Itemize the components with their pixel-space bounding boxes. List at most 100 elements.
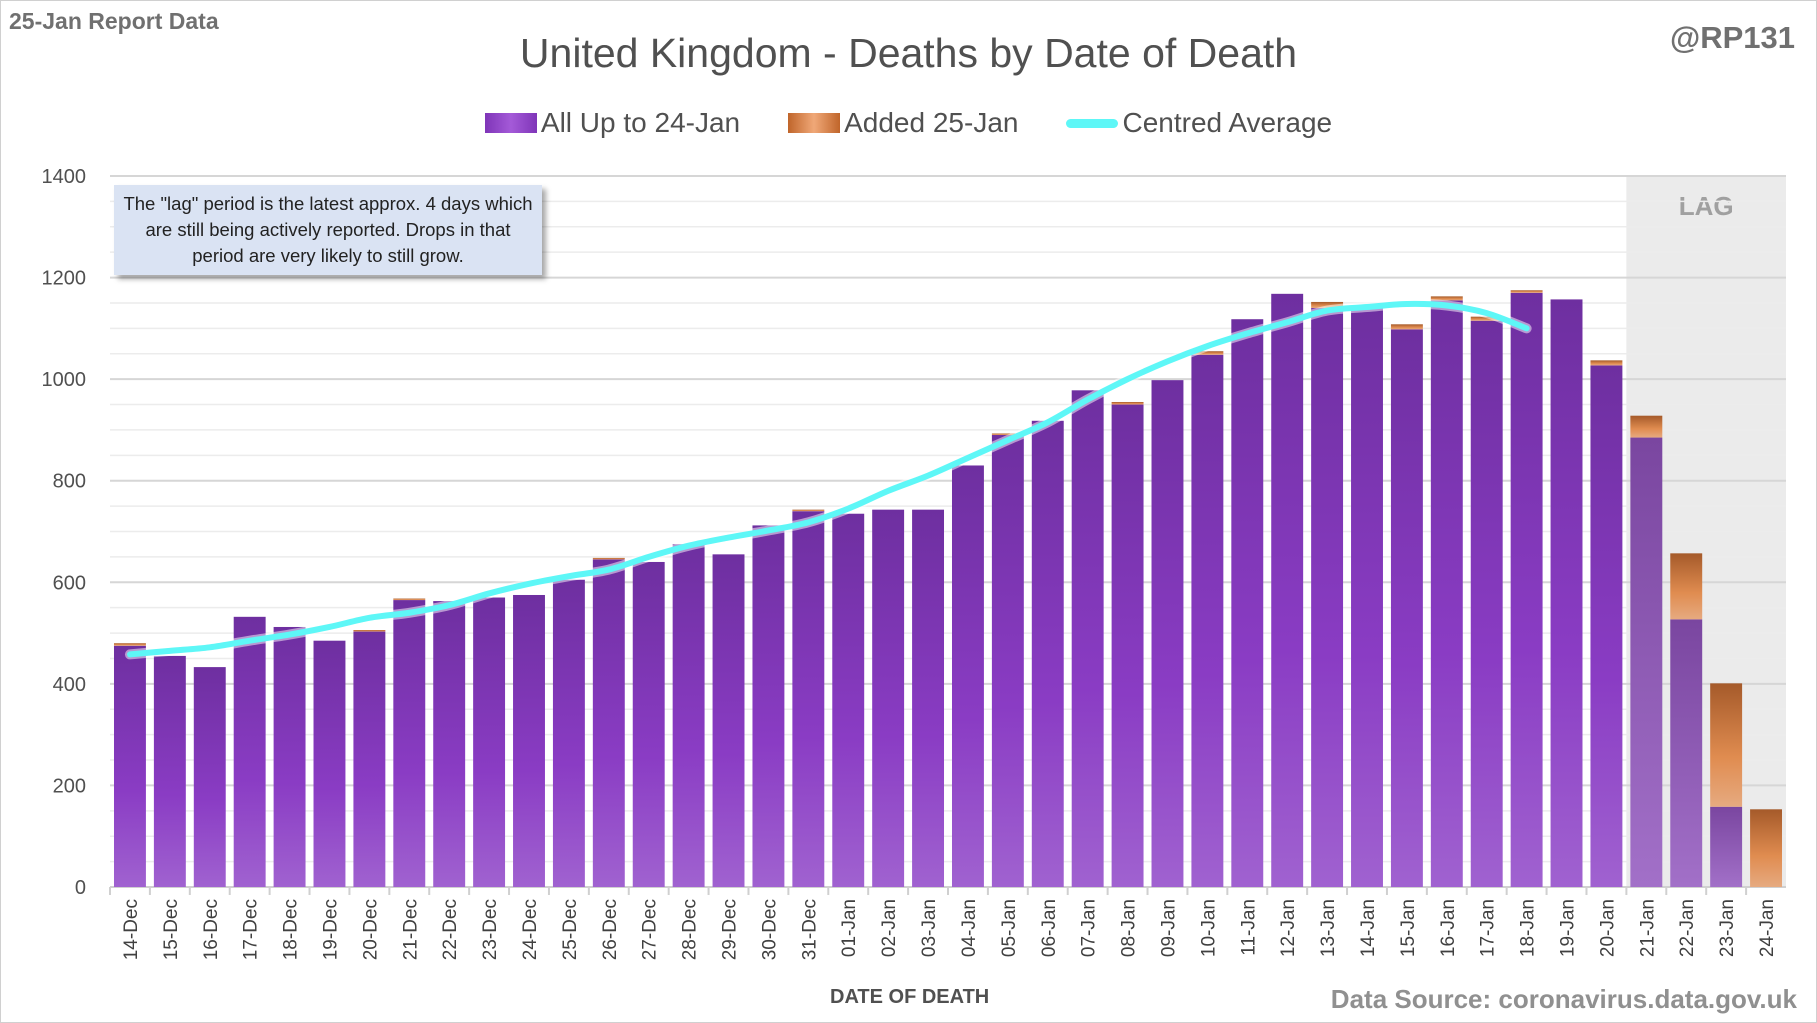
x-tick-label: 25-Dec xyxy=(560,899,581,960)
chart-title: United Kingdom - Deaths by Date of Death xyxy=(519,30,1298,76)
x-tick-label: 08-Jan xyxy=(1119,899,1140,957)
x-tick-label: 30-Dec xyxy=(759,899,780,960)
bar-all-up-to-24-jan xyxy=(1470,320,1503,888)
bar-all-up-to-24-jan xyxy=(393,600,426,887)
x-axis-title: DATE OF DEATH xyxy=(830,986,990,1008)
bar-added-25-jan xyxy=(1710,683,1743,807)
bar-added-25-jan xyxy=(1111,401,1144,405)
y-tick-label: 800 xyxy=(53,471,86,493)
x-tick-label: 20-Dec xyxy=(360,899,381,960)
bar-all-up-to-24-jan xyxy=(752,525,785,887)
bar-all-up-to-24-jan xyxy=(1111,404,1144,887)
bar-all-up-to-24-jan xyxy=(193,667,226,887)
bar-all-up-to-24-jan xyxy=(1351,306,1383,887)
x-tick-label: 22-Jan xyxy=(1677,899,1698,957)
x-tick-label: 15-Dec xyxy=(161,899,182,960)
bar-added-25-jan xyxy=(1191,351,1224,355)
x-tick-label: 18-Dec xyxy=(281,899,302,960)
bar-all-up-to-24-jan xyxy=(991,435,1024,887)
bar-all-up-to-24-jan xyxy=(1311,308,1344,887)
x-tick-label: 12-Jan xyxy=(1278,899,1299,957)
bar-all-up-to-24-jan xyxy=(1670,619,1703,887)
bar-all-up-to-24-jan xyxy=(433,601,466,887)
bar-all-up-to-24-jan xyxy=(592,559,625,887)
bar-added-25-jan xyxy=(1311,301,1344,309)
y-tick-label: 1000 xyxy=(42,369,87,391)
bar-all-up-to-24-jan xyxy=(1271,293,1304,887)
legend: All Up to 24-Jan Added 25-Jan Centred Av… xyxy=(0,107,1817,139)
legend-item-all: All Up to 24-Jan xyxy=(484,107,741,139)
bar-added-25-jan xyxy=(1390,324,1423,330)
bar-all-up-to-24-jan xyxy=(1550,299,1583,887)
x-tick-label: 04-Jan xyxy=(959,899,980,957)
y-tick-label: 400 xyxy=(53,674,86,696)
bar-all-up-to-24-jan xyxy=(1630,437,1663,887)
bar-all-up-to-24-jan xyxy=(872,509,905,887)
x-tick-label: 05-Jan xyxy=(999,899,1020,957)
x-tick-label: 22-Dec xyxy=(440,899,461,960)
bar-added-25-jan xyxy=(1430,296,1463,301)
legend-label: Added 25-Jan xyxy=(844,107,1019,138)
x-tick-label: 21-Dec xyxy=(400,899,421,960)
bar-all-up-to-24-jan xyxy=(473,597,506,887)
bar-all-up-to-24-jan xyxy=(1151,380,1184,887)
x-tick-label: 13-Jan xyxy=(1318,899,1339,957)
x-tick-label: 17-Dec xyxy=(241,899,262,960)
bar-all-up-to-24-jan xyxy=(1590,365,1623,887)
bar-all-up-to-24-jan xyxy=(353,631,386,887)
bar-all-up-to-24-jan xyxy=(832,513,865,887)
bar-all-up-to-24-jan xyxy=(153,655,186,887)
bar-all-up-to-24-jan xyxy=(1231,319,1264,888)
x-tick-label: 27-Dec xyxy=(640,899,661,960)
x-tick-label: 14-Jan xyxy=(1358,899,1379,957)
x-tick-label: 16-Dec xyxy=(201,899,222,960)
legend-swatch xyxy=(788,113,841,133)
y-tick-label: 0 xyxy=(75,877,86,899)
bar-all-up-to-24-jan xyxy=(672,544,705,887)
bar-all-up-to-24-jan xyxy=(792,511,825,887)
bar-added-25-jan xyxy=(353,630,386,632)
bar-added-25-jan xyxy=(113,643,146,646)
lag-label: LAG xyxy=(1679,191,1734,221)
bar-all-up-to-24-jan xyxy=(912,509,945,887)
bar-added-25-jan xyxy=(1630,415,1663,438)
bar-all-up-to-24-jan xyxy=(1191,354,1224,887)
legend-item-average: Centred Average xyxy=(1066,107,1332,139)
lag-note: The "lag" period is the latest approx. 4… xyxy=(114,185,542,275)
x-tick-label: 07-Jan xyxy=(1079,899,1100,957)
bar-all-up-to-24-jan xyxy=(1071,390,1104,887)
bar-added-25-jan xyxy=(1510,290,1543,293)
x-tick-label: 11-Jan xyxy=(1238,899,1259,956)
bar-all-up-to-24-jan xyxy=(1031,420,1064,887)
legend-label: All Up to 24-Jan xyxy=(540,107,741,138)
x-tick-label: 29-Dec xyxy=(720,899,741,960)
bar-all-up-to-24-jan xyxy=(113,645,146,887)
x-tick-label: 03-Jan xyxy=(919,899,940,957)
bar-all-up-to-24-jan xyxy=(313,640,346,887)
legend-label: Centred Average xyxy=(1122,107,1333,138)
bar-all-up-to-24-jan xyxy=(233,616,266,887)
bar-all-up-to-24-jan xyxy=(552,579,585,887)
x-tick-label: 21-Jan xyxy=(1637,899,1658,957)
x-tick-label: 24-Dec xyxy=(520,899,541,960)
centred-average-line xyxy=(126,300,1530,658)
data-source: Data Source: coronavirus.data.gov.uk xyxy=(1330,984,1797,1014)
y-tick-label: 1400 xyxy=(42,166,87,188)
x-tick-label: 16-Jan xyxy=(1438,899,1459,957)
bar-added-25-jan xyxy=(792,509,825,512)
x-tick-label: 23-Dec xyxy=(480,899,501,960)
x-tick-label: 15-Jan xyxy=(1398,899,1419,957)
y-tick-label: 600 xyxy=(53,572,86,594)
x-tick-label: 17-Jan xyxy=(1478,899,1499,957)
legend-item-added: Added 25-Jan xyxy=(788,107,1018,139)
bar-added-25-jan xyxy=(1590,360,1623,366)
legend-swatch xyxy=(484,113,537,133)
bar-added-25-jan xyxy=(991,433,1024,436)
bar-added-25-jan xyxy=(393,598,426,601)
x-tick-label: 10-Jan xyxy=(1198,899,1219,957)
x-tick-label: 18-Jan xyxy=(1518,899,1539,957)
x-tick-label: 19-Dec xyxy=(320,899,341,960)
bar-all-up-to-24-jan xyxy=(1710,806,1743,887)
x-tick-label: 06-Jan xyxy=(1039,899,1060,957)
